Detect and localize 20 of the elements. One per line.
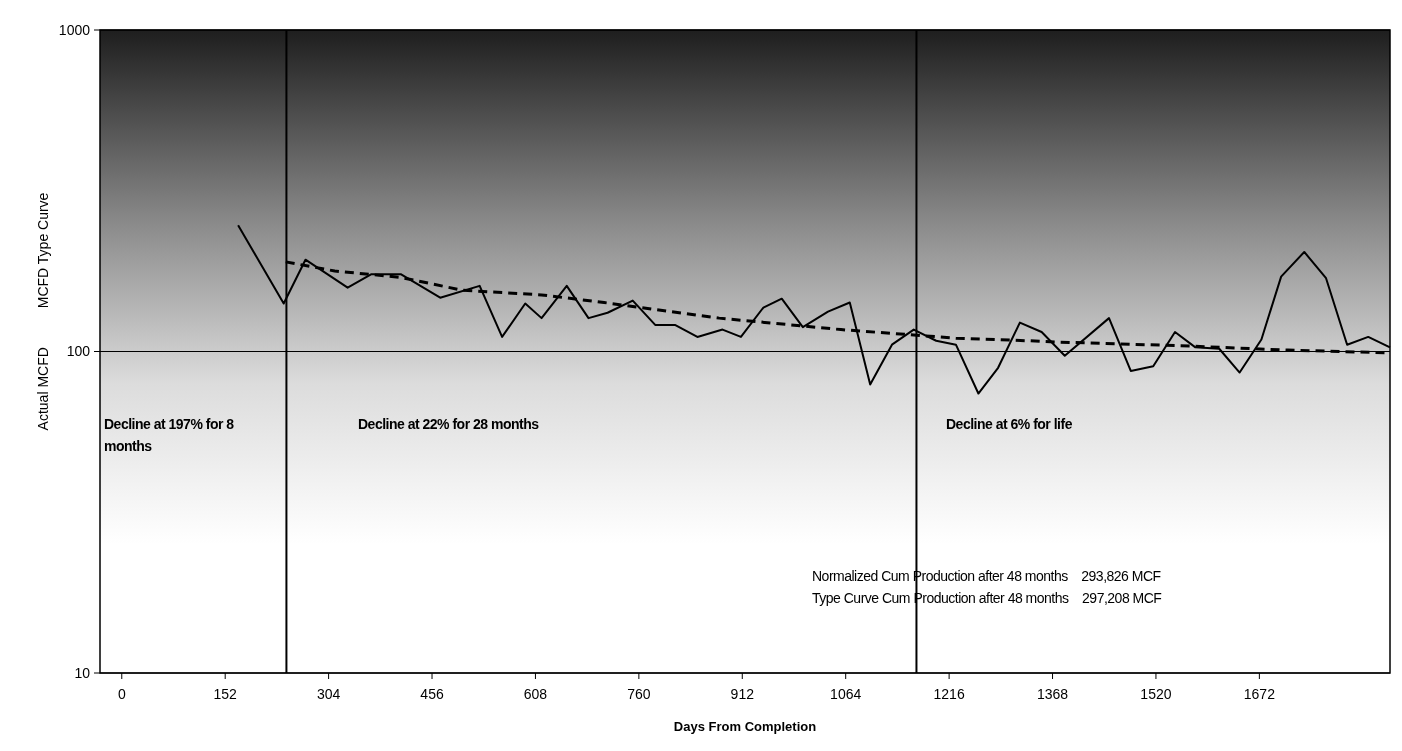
x-tick-label: 456 [420,686,444,702]
x-tick-label: 152 [213,686,238,702]
x-tick-label: 1368 [1036,686,1069,702]
annotation: Decline at 22% for 28 months [358,415,540,434]
x-axis-title: Days From Completion [673,719,817,734]
x-tick-label: 1520 [1140,686,1172,702]
x-tick-label: 608 [523,686,548,702]
x-tick-label: 1672 [1243,686,1276,702]
annotation: Decline at 6% for life [946,415,1073,434]
x-tick-label: 1216 [933,686,965,702]
x-tick-label: 760 [627,686,651,702]
x-tick-label: 912 [730,686,755,702]
x-tick-label: 304 [316,686,341,702]
y-tick-label: 100 [66,343,91,360]
y-tick-label: 10 [74,664,91,681]
x-tick-label: 1064 [830,686,862,702]
annotation: Decline at 197% for 8 months [104,415,235,456]
y-axis-title: Actual MCFD MCFD Type Curve [35,192,51,431]
y-tick-label: 1000 [58,21,91,38]
x-tick-label: 0 [117,686,126,702]
